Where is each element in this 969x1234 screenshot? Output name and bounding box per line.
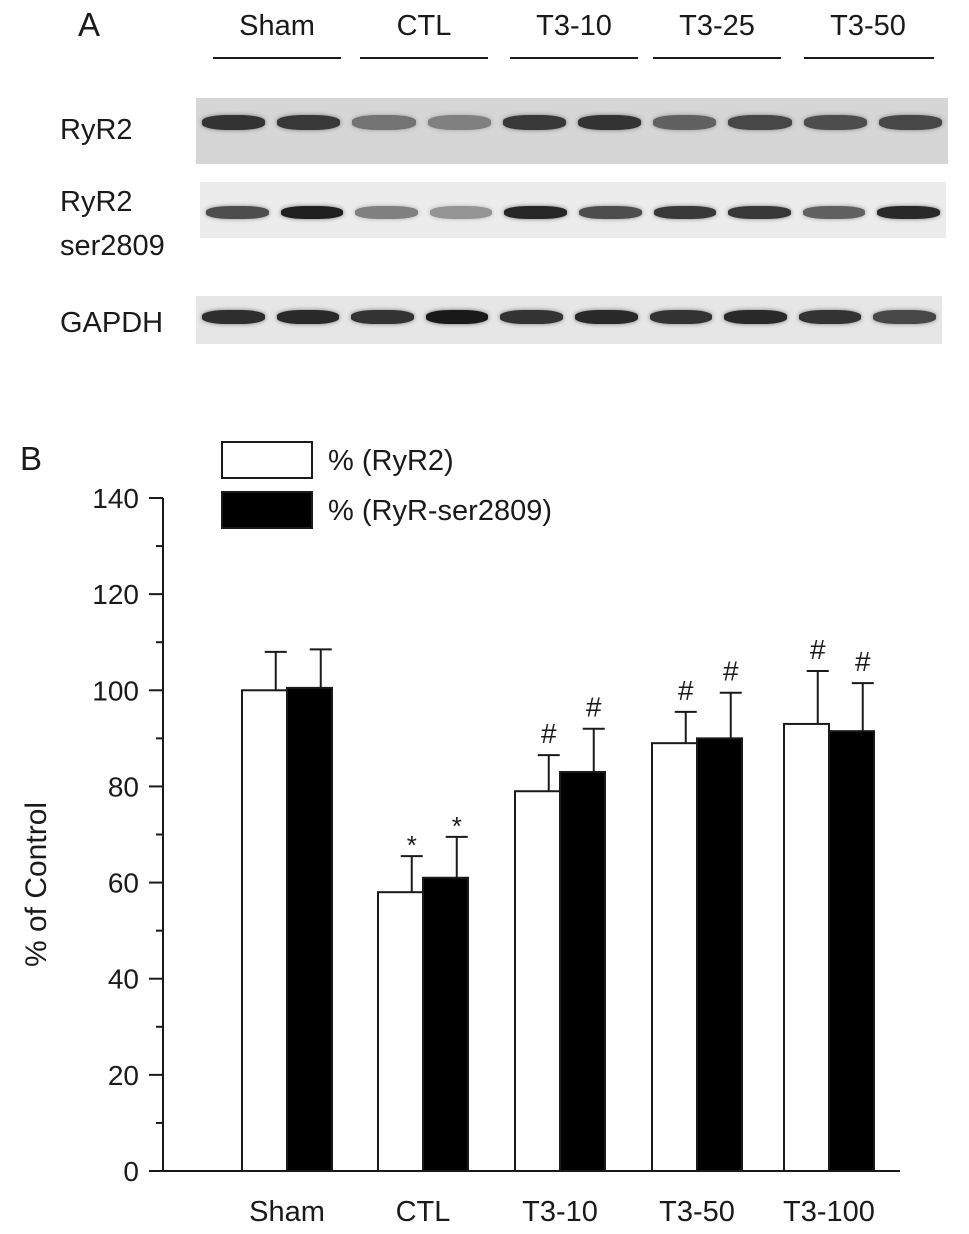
significance-hash: # <box>810 634 826 665</box>
bar-ryr2-ser2809-t3-50 <box>696 737 743 1172</box>
y-tick-label: 0 <box>123 1156 139 1187</box>
x-tick-label: Sham <box>249 1196 325 1228</box>
blot-band <box>504 206 568 219</box>
blot-label-ryr2-ser2809-line1: RyR2 <box>60 186 133 218</box>
y-tick-label: 40 <box>108 964 139 995</box>
blot-label-ryr2-line1: RyR2 <box>60 114 133 146</box>
legend-label-ryr2-ser2809: % (RyR-ser2809) <box>328 495 552 527</box>
blot-band <box>502 115 566 130</box>
group-label-t3-25: T3-25 <box>679 10 755 42</box>
x-tick-label: T3-100 <box>783 1196 875 1228</box>
blot-label-ryr2-ser2809: RyR2 ser2809 <box>60 180 165 268</box>
blot-band <box>351 310 414 324</box>
significance-hash: # <box>541 718 557 749</box>
group-line-sham <box>213 57 341 59</box>
blot-band <box>205 206 269 219</box>
bar-ryr2-t3-10 <box>514 790 561 1172</box>
y-tick-label: 60 <box>108 868 139 899</box>
bar-ryr2-ser2809-ctl <box>422 876 469 1172</box>
panel-b-letter: B <box>20 440 43 477</box>
y-tick-label: 20 <box>108 1060 139 1091</box>
significance-hash: # <box>855 646 871 677</box>
blot-band <box>276 310 340 324</box>
y-tick-label: 80 <box>108 771 139 802</box>
blot-band <box>873 310 937 324</box>
panel-a-letter: A <box>78 6 101 43</box>
blot-band <box>653 206 717 219</box>
y-tick-label: 120 <box>92 579 139 610</box>
blot-band <box>355 206 418 219</box>
blot-band <box>653 115 717 130</box>
bar-ryr2-ser2809-t3-100 <box>828 730 875 1172</box>
significance-star: * <box>407 830 417 860</box>
blot-band <box>352 115 416 130</box>
group-line-ctl <box>360 57 488 59</box>
blot-band <box>574 310 638 324</box>
blot-band <box>798 310 862 324</box>
blot-band <box>427 115 491 130</box>
group-label-sham: Sham <box>239 10 315 42</box>
blot-label-ryr2-ser2809-line2: ser2809 <box>60 230 165 262</box>
blot-band <box>280 206 344 219</box>
blot-band <box>202 115 266 130</box>
blot-band <box>425 310 489 324</box>
blot-band <box>728 206 791 219</box>
x-tick-label: CTL <box>396 1196 451 1228</box>
bar-ryr2-t3-100 <box>783 722 830 1173</box>
bar-ryr2-ser2809-t3-10 <box>559 771 606 1172</box>
bar-ryr2-t3-50 <box>651 742 698 1173</box>
blot-band <box>802 206 866 219</box>
legend-swatch-ryr2-ser2809 <box>221 491 313 529</box>
blot-band <box>201 310 265 324</box>
significance-star: * <box>452 811 462 841</box>
x-tick-label: T3-50 <box>659 1196 735 1228</box>
group-line-t3-10 <box>510 57 638 59</box>
legend-label-ryr2: % (RyR2) <box>328 445 454 477</box>
y-tick-label: 140 <box>92 483 139 514</box>
blot-label-gapdh-line1: GAPDH <box>60 307 164 339</box>
blot-band <box>724 310 787 324</box>
blot-strip-ryr2-ser2809 <box>200 182 946 238</box>
blot-strip-ryr2 <box>196 98 948 164</box>
y-tick-label: 100 <box>92 675 139 706</box>
group-line-t3-25 <box>653 57 781 59</box>
blot-band <box>728 115 792 130</box>
blot-band <box>578 115 642 130</box>
blot-label-ryr2: RyR2 <box>60 108 133 152</box>
bar-ryr2-ctl <box>377 891 424 1173</box>
group-line-t3-50 <box>804 57 934 59</box>
group-label-ctl: CTL <box>396 10 452 42</box>
blot-band <box>500 310 564 324</box>
significance-hash: # <box>586 692 602 723</box>
bar-ryr2-ser2809-sham <box>286 686 333 1172</box>
group-label-t3-50: T3-50 <box>830 10 906 42</box>
blot-strip-gapdh <box>196 296 942 344</box>
blot-band <box>277 115 341 130</box>
blot-band <box>649 310 713 324</box>
group-label-t3-10: T3-10 <box>536 10 612 42</box>
blot-band <box>578 206 642 219</box>
blot-label-gapdh: GAPDH <box>60 301 163 345</box>
blot-band <box>803 115 867 130</box>
x-tick-label: T3-10 <box>522 1196 598 1228</box>
blot-band <box>429 206 493 219</box>
blot-band <box>878 115 942 130</box>
y-axis-label: % of Control <box>20 802 53 967</box>
legend-swatch-ryr2 <box>221 441 313 479</box>
significance-hash: # <box>678 675 694 706</box>
blot-band <box>877 206 941 219</box>
bar-ryr2-sham <box>241 689 288 1172</box>
significance-hash: # <box>723 656 739 687</box>
